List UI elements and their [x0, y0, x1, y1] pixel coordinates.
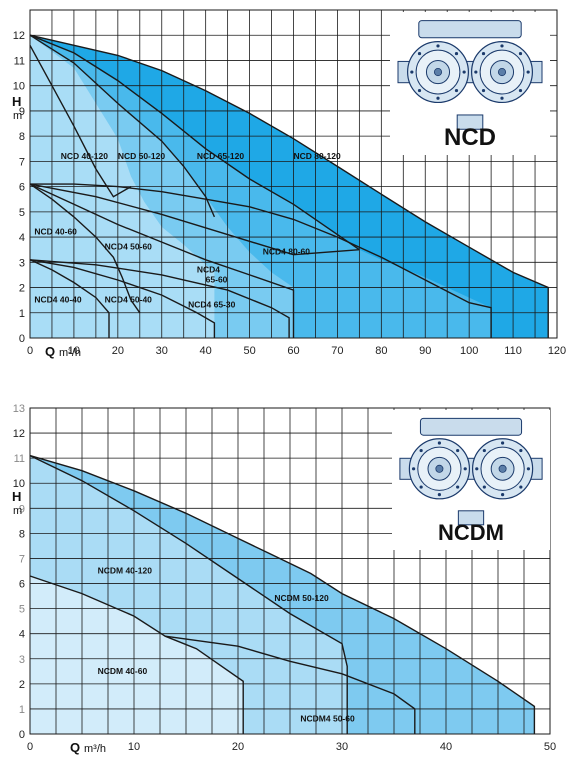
- ncd-curve-ncd-50-120: [29, 34, 216, 218]
- ncd-curve-ncd-40-120: [29, 44, 132, 198]
- ncdm-x-tick-label: 0: [27, 741, 33, 753]
- ncd-curve-label: NCD 80-120: [294, 151, 342, 161]
- ncd-curve-label: NCD4 65-30: [188, 300, 236, 310]
- ncd-curve-ncd4-50-60: [29, 183, 295, 338]
- ncd-y-tick-label: 6: [19, 182, 25, 194]
- ncdm-x-axis-unit: m³/h: [84, 743, 106, 755]
- ncd-y-tick-label: 3: [19, 257, 25, 269]
- ncdm-curve-label: NCDM4 50-60: [300, 713, 355, 723]
- ncd-y-axis-unit: m: [13, 110, 22, 122]
- ncd-x-tick-label: 110: [504, 345, 522, 357]
- ncdm-area-ncdm-40-60: [30, 576, 244, 734]
- ncd-x-tick-label: 100: [460, 345, 478, 357]
- ncdm-y-tick-label: 1: [19, 704, 25, 716]
- ncdm-plot-frame: [29, 407, 551, 735]
- ncd-curve-ncd4-50-40: [29, 259, 216, 338]
- ncdm-x-tick-label: 20: [232, 741, 244, 753]
- ncdm-curve-ncdm-50-120: [29, 454, 536, 734]
- ncd-curve-label: NCD 40-120: [61, 151, 109, 161]
- ncdm-y-tick-label: 8: [19, 528, 25, 540]
- ncd-x-tick-label: 90: [419, 345, 431, 357]
- ncd-curve-label: NCD4 80-60: [263, 247, 311, 257]
- ncd-logo-text: NCD: [444, 124, 496, 151]
- ncd-y-tick-label: 9: [19, 106, 25, 118]
- ncdm-curve-ncdm4-50-60: [165, 635, 416, 734]
- ncd-y-tick-label: 8: [19, 131, 25, 143]
- ncdm-y-tick-label: 12: [13, 428, 25, 440]
- ncdm-y-tick-label: 11: [14, 453, 25, 465]
- ncd-x-tick-label: 120: [548, 345, 566, 357]
- ncd-y-tick-label: 7: [19, 156, 25, 168]
- ncdm-curve-label: NCDM 50-120: [274, 593, 329, 603]
- ncdm-x-tick-label: 10: [128, 741, 140, 753]
- ncd-x-tick-label: 20: [112, 345, 124, 357]
- ncd-y-tick-label: 12: [13, 30, 25, 42]
- ncdm-y-tick-label: 5: [19, 604, 25, 616]
- ncdm-x-tick-label: 50: [544, 741, 556, 753]
- ncd-y-tick-label: 2: [19, 283, 25, 295]
- ncdm-y-tick-label: 3: [19, 654, 25, 666]
- ncd-performance-chart: NCD 40-120 NCD 50-120 NCD 65-120 NCD 80-120…: [12, 9, 566, 359]
- ncdm-y-tick-label: 10: [13, 478, 25, 490]
- ncd-curve-label: NCD 65-120: [197, 151, 245, 161]
- ncd-x-tick-label: 40: [200, 345, 212, 357]
- ncd-curve-ncd-65-120: [29, 34, 360, 251]
- ncd-curve-ncd4-65-60: [29, 183, 360, 256]
- ncd-curve-label: NCD4 50-40: [105, 295, 153, 305]
- ncd-y-tick-label: 0: [19, 333, 25, 345]
- ncd-y-tick-label: 11: [14, 55, 25, 67]
- ncd-curve-ncd-40-60: [29, 183, 141, 314]
- ncd-y-tick-label: 4: [19, 232, 25, 244]
- ncd-curve-label: NCD4 50-60: [105, 242, 153, 252]
- ncd-x-tick-label: 10: [68, 345, 80, 357]
- ncdm-y-tick-label: 0: [19, 729, 25, 741]
- ncd-curve-ncd4-80-60: [30, 183, 492, 338]
- ncd-curve-label: NCD4 40-40: [34, 295, 82, 305]
- ncd-x-tick-label: 0: [27, 345, 33, 357]
- ncd-y-tick-label: 1: [19, 308, 25, 320]
- ncd-y-tick-label: 5: [19, 207, 25, 219]
- ncd-curve-label: NCD4: [197, 264, 220, 274]
- ncd-x-tick-label: 50: [243, 345, 255, 357]
- ncdm-y-tick-label: 4: [19, 629, 25, 641]
- ncd-x-tick-label: 70: [331, 345, 343, 357]
- ncdm-curve-ncdm-40-120: [29, 454, 348, 734]
- ncdm-curve-label: NCDM 40-120: [98, 566, 153, 576]
- ncdm-x-axis-letter: Q: [70, 740, 80, 755]
- ncdm-pump-illustration: [399, 417, 543, 526]
- ncd-plot-frame: [29, 9, 558, 339]
- ncd-x-axis-letter: Q: [45, 344, 55, 359]
- ncdm-x-tick-label: 30: [336, 741, 348, 753]
- ncdm-y-tick-label: 6: [19, 579, 25, 591]
- ncdm-x-tick-label: 40: [440, 741, 452, 753]
- ncd-y-tick-label: 10: [13, 81, 25, 93]
- ncdm-curve-label: NCDM 40-60: [98, 666, 148, 676]
- ncdm-y-tick-label: 13: [13, 403, 25, 415]
- ncd-curve-label: NCD 50-120: [118, 151, 166, 161]
- ncdm-logo-text: NCDM: [438, 520, 504, 545]
- ncd-curve-label: 65-60: [206, 274, 228, 284]
- ncdm-y-axis-letter: H: [12, 489, 21, 504]
- ncd-y-axis-letter: H: [12, 94, 21, 109]
- ncdm-y-tick-label: 2: [19, 679, 25, 691]
- ncd-curve-label: NCD 40-60: [34, 227, 77, 237]
- ncdm-y-tick-label: 7: [19, 553, 25, 565]
- ncd-curve-ncd4-65-30: [29, 259, 290, 338]
- ncd-x-tick-label: 30: [156, 345, 168, 357]
- ncd-pump-illustration: [397, 20, 543, 130]
- ncd-curve-ncd4-40-40: [29, 259, 110, 338]
- ncdm-y-tick-label: 9: [19, 503, 25, 515]
- ncd-curve-ncd-80-120: [29, 34, 549, 338]
- ncd-x-tick-label: 80: [375, 345, 387, 357]
- ncd-x-tick-label: 60: [287, 345, 299, 357]
- ncd-x-axis-unit: m³/h: [59, 347, 81, 359]
- ncdm-y-axis-unit: m: [13, 505, 22, 517]
